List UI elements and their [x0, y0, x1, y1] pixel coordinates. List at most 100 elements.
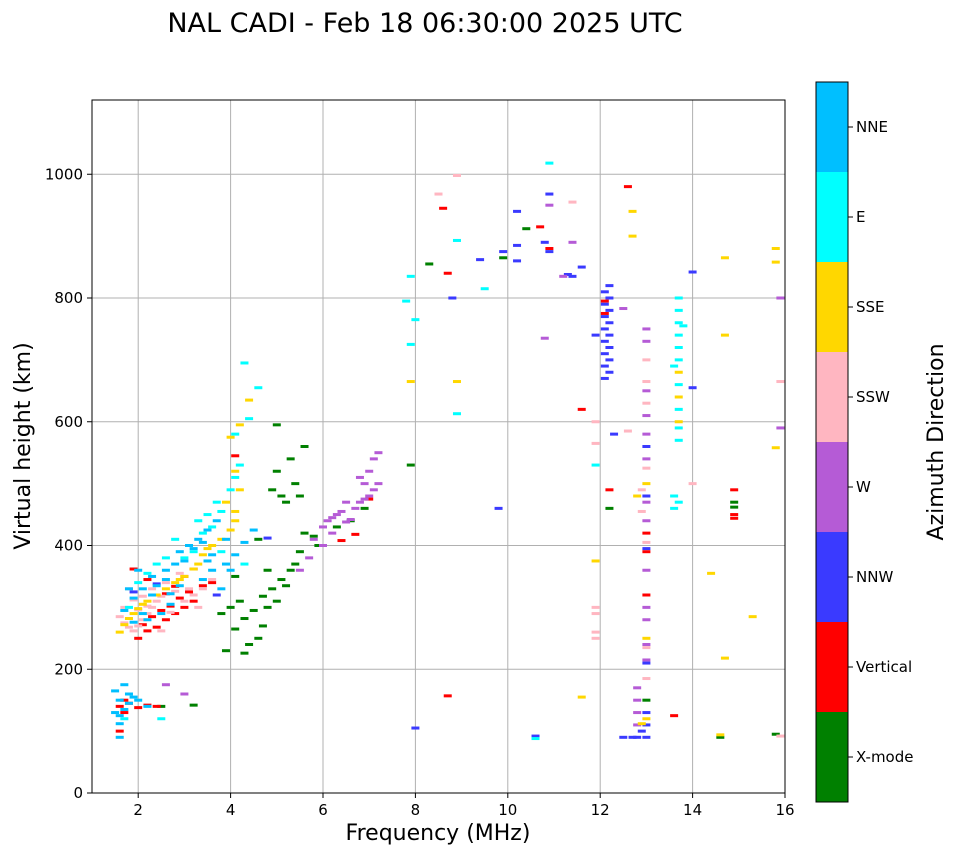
echo-point [235, 463, 244, 467]
echo-point [254, 636, 263, 640]
echo-point [360, 506, 369, 510]
echo-point [129, 620, 138, 624]
series-sse [115, 209, 780, 737]
echo-point [536, 225, 545, 229]
echo-point [730, 488, 739, 492]
echo-point [674, 296, 683, 300]
echo-point [282, 500, 291, 504]
echo-point [120, 623, 129, 627]
echo-point [249, 608, 258, 612]
echo-point [175, 584, 184, 588]
echo-point [161, 587, 170, 591]
echo-point [591, 612, 600, 616]
echo-point [688, 482, 697, 486]
echo-point [157, 629, 166, 633]
echo-point [540, 336, 549, 340]
echo-point [568, 200, 577, 204]
echo-point [342, 520, 351, 524]
echo-point [319, 544, 327, 547]
echo-point [619, 735, 628, 739]
echo-point [152, 599, 161, 603]
echo-point [642, 636, 651, 640]
echo-point [600, 299, 609, 303]
echo-point [203, 559, 212, 563]
y-tick-label: 400 [54, 537, 83, 555]
echo-point [115, 704, 124, 708]
echo-point [674, 395, 683, 399]
echo-point [452, 380, 461, 384]
echo-point [642, 414, 651, 418]
echo-point [249, 528, 258, 532]
echo-point [720, 333, 729, 337]
echo-point [115, 615, 124, 619]
echo-point [642, 547, 651, 551]
echo-point [642, 658, 651, 662]
echo-point [157, 717, 166, 721]
echo-point [591, 441, 600, 445]
echo-point [268, 587, 277, 591]
echo-point [545, 161, 554, 165]
echo-point [231, 509, 240, 513]
echo-point [434, 192, 443, 196]
echo-point [208, 581, 217, 585]
series-nne [111, 519, 258, 739]
echo-point [143, 629, 152, 633]
echo-point [282, 584, 291, 588]
echo-point [591, 420, 600, 424]
echo-point [355, 475, 364, 479]
echo-point [143, 571, 152, 575]
echo-point [642, 494, 651, 498]
echo-point [360, 497, 369, 501]
echo-point [161, 592, 170, 596]
echo-point [771, 260, 780, 264]
x-tick-label: 16 [775, 801, 794, 819]
echo-point [591, 630, 600, 634]
echo-point [642, 723, 651, 727]
echo-point [600, 327, 609, 331]
echo-point [143, 612, 152, 616]
echo-point [545, 203, 554, 207]
echo-point [258, 594, 267, 598]
echo-point [129, 567, 138, 571]
echo-point [355, 500, 364, 504]
echo-point [217, 550, 226, 554]
echo-point [674, 308, 683, 312]
echo-point [115, 630, 124, 634]
echo-point [628, 234, 637, 238]
echo-point [577, 265, 586, 269]
echo-point [688, 270, 697, 274]
echo-point [568, 240, 577, 244]
echo-point [134, 698, 143, 702]
echo-point [674, 426, 683, 430]
echo-point [499, 250, 508, 254]
echo-point [198, 587, 207, 591]
echo-point [351, 532, 360, 536]
echo-point [198, 578, 207, 582]
echo-point [171, 562, 180, 566]
x-tick-label: 12 [591, 801, 610, 819]
echo-point [771, 732, 780, 736]
echo-point [369, 488, 378, 492]
echo-point [175, 550, 184, 554]
echo-point [124, 625, 133, 629]
echo-point [730, 505, 739, 509]
echo-point [771, 247, 780, 250]
echo-point [295, 568, 304, 572]
echo-point [171, 537, 180, 541]
x-tick-label: 6 [318, 801, 328, 819]
data-points [111, 161, 785, 741]
echo-point [277, 494, 286, 498]
echo-point [143, 578, 152, 582]
echo-point [591, 636, 600, 640]
echo-point [314, 544, 323, 547]
echo-point [295, 550, 304, 554]
echo-point [129, 629, 138, 633]
echo-point [235, 423, 244, 427]
echo-point [120, 621, 129, 625]
echo-point [231, 553, 240, 557]
colorbar-segment [816, 172, 848, 262]
colorbar-segment [816, 442, 848, 532]
y-tick-label: 0 [73, 784, 83, 802]
echo-point [351, 506, 360, 510]
echo-point [143, 599, 152, 603]
